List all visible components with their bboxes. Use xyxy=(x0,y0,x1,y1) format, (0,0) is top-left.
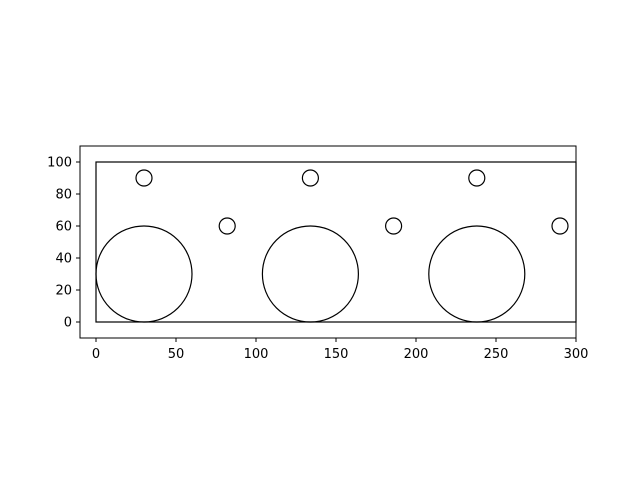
circle-2 xyxy=(261,225,359,323)
x-tick-label: 200 xyxy=(404,347,429,362)
x-tick-label: 100 xyxy=(244,347,269,362)
y-tick-label: 20 xyxy=(55,284,72,299)
circle-4 xyxy=(135,169,153,187)
circle-8 xyxy=(385,217,403,235)
y-axis: 0 20 40 60 80 100 xyxy=(47,156,80,331)
y-tick-label: 40 xyxy=(55,252,72,267)
y-tick-label: 100 xyxy=(47,156,72,171)
circle-6 xyxy=(468,169,486,187)
x-axis: 0 50 100 150 200 250 300 xyxy=(92,338,589,362)
x-tick-label: 50 xyxy=(168,347,185,362)
circle-9 xyxy=(551,217,569,235)
x-tick-label: 300 xyxy=(564,347,589,362)
shapes-layer xyxy=(95,161,577,323)
circle-3 xyxy=(428,225,526,323)
x-tick-label: 0 xyxy=(92,347,100,362)
y-tick-label: 0 xyxy=(64,316,72,331)
x-tick-label: 250 xyxy=(484,347,509,362)
axes-frame xyxy=(79,145,577,339)
y-tick-label: 80 xyxy=(55,188,72,203)
plate-outline xyxy=(95,161,577,323)
circle-7 xyxy=(218,217,236,235)
circle-5 xyxy=(301,169,319,187)
circle-1 xyxy=(95,225,193,323)
y-tick-label: 60 xyxy=(55,220,72,235)
x-tick-label: 150 xyxy=(324,347,349,362)
